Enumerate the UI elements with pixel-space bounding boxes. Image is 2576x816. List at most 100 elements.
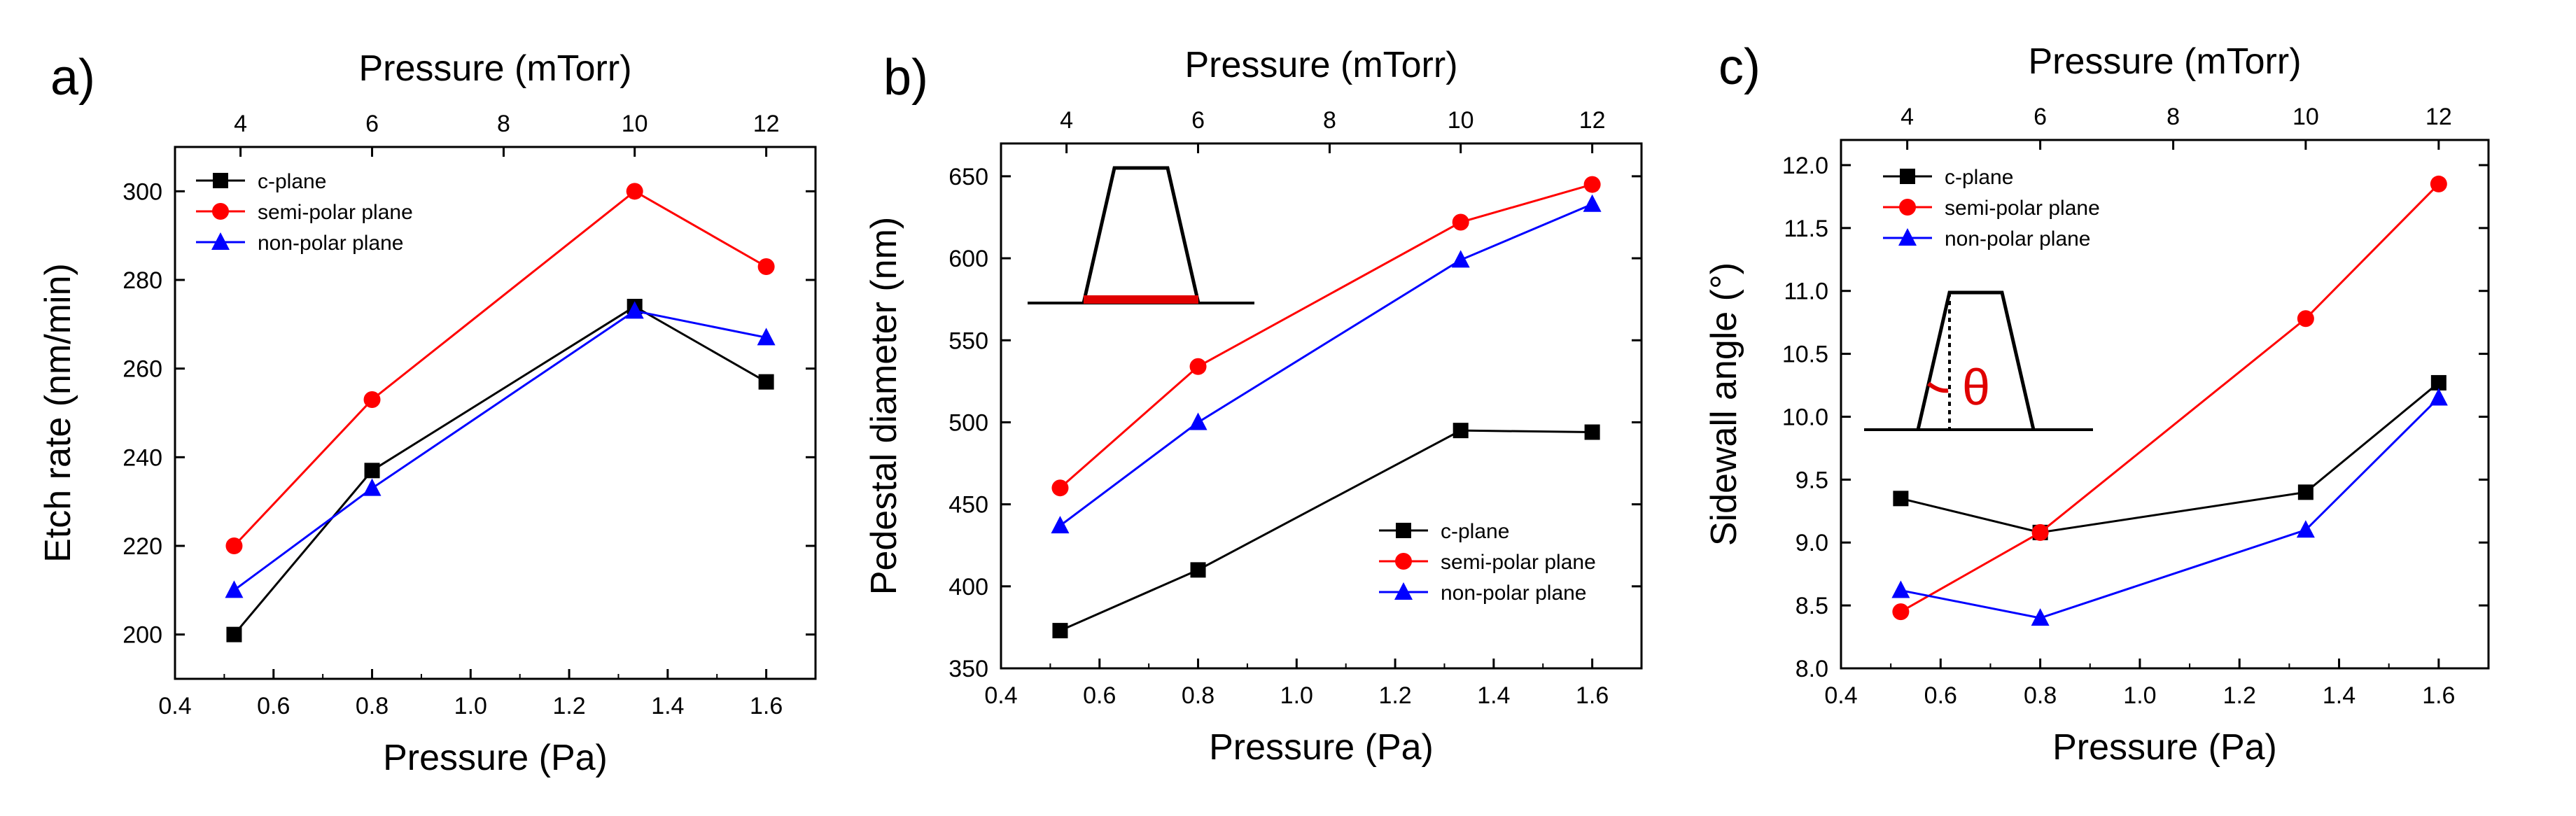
data-point-triangle [1051, 516, 1070, 534]
series-line-circle [1900, 183, 2440, 613]
legend: c-plane semi-polar plane non-polar plane [1379, 520, 1596, 605]
y-tick-label: 200 [122, 622, 162, 649]
y-axis-title: Pedestal diameter (nm) [864, 217, 904, 595]
y-tick-label: 240 [122, 444, 162, 471]
x-tick-label: 0.6 [257, 693, 290, 719]
x-axis-title: Pressure (Pa) [2052, 727, 2277, 768]
data-point-triangle [2429, 388, 2448, 406]
chart-panel-1: a) 0.4 0.6 0.8 1.0 1.2 1.4 1.6 200 220 240 260 280 30… [38, 48, 817, 778]
x-tick-label: 1.4 [1477, 682, 1510, 709]
plot-frame [1000, 142, 1643, 670]
y-tick-label: 300 [122, 178, 162, 205]
data-point-triangle [625, 301, 644, 319]
angle-arc [1927, 381, 1949, 393]
series-line-triangle [1059, 203, 1593, 527]
legend: c-plane semi-polar plane non-polar plane [196, 170, 413, 255]
top-axis-title: Pressure (mTorr) [2028, 41, 2301, 82]
series-line-square [233, 305, 767, 635]
y-tick-label: 220 [122, 533, 162, 560]
data-point-circle [1583, 176, 1601, 193]
top-tick-label: 6 [1191, 107, 1205, 134]
data-point-square [1452, 423, 1469, 439]
y-tick-label: 9.5 [1795, 467, 1828, 493]
legend-marker [1394, 582, 1413, 600]
data-point-triangle [1451, 250, 1470, 268]
panel-letter: b) [883, 50, 928, 106]
x-tick-label: 1.0 [454, 693, 487, 719]
top-tick-label: 10 [1448, 107, 1474, 134]
legend-label: non-polar plane [258, 232, 404, 255]
legend-marker [213, 173, 228, 188]
theta-symbol: θ [1962, 360, 1990, 416]
top-tick-label: 12 [1579, 107, 1606, 134]
series-line-square [1059, 429, 1592, 632]
data-point-triangle [2296, 520, 2315, 538]
x-tick-label: 1.4 [2323, 682, 2356, 709]
top-tick-label: 6 [365, 111, 379, 137]
legend-label: non-polar plane [1441, 582, 1587, 605]
top-tick-label: 12 [2426, 104, 2452, 130]
x-tick-label: 0.8 [2024, 682, 2057, 709]
x-tick-label: 0.4 [1824, 682, 1857, 709]
data-point-square [2297, 484, 2314, 500]
x-tick-label: 1.0 [2123, 682, 2156, 709]
top-tick-label: 6 [2033, 104, 2047, 130]
y-tick-label: 11.5 [1784, 216, 1828, 242]
x-tick-label: 0.4 [158, 693, 191, 719]
y-tick-label: 500 [948, 409, 988, 436]
x-tick-label: 1.2 [1378, 682, 1411, 709]
y-tick-label: 260 [122, 356, 162, 383]
legend-label: c-plane [1441, 520, 1509, 543]
data-point-square [1052, 623, 1068, 639]
data-point-circle [363, 391, 381, 408]
data-point-triangle [1891, 580, 1910, 598]
series-line-triangle [233, 309, 766, 591]
y-tick-label: 9.0 [1795, 530, 1828, 556]
y-tick-label: 10.5 [1782, 342, 1828, 368]
legend-marker [1899, 199, 1916, 216]
sidewall-inset: θ [1864, 290, 2093, 431]
top-tick-label: 4 [234, 111, 247, 137]
x-tick-label: 1.6 [750, 693, 783, 719]
x-tick-label: 1.6 [1576, 682, 1609, 709]
data-point-triangle [757, 328, 776, 346]
y-tick-label: 550 [948, 328, 988, 354]
data-point-square [758, 374, 774, 390]
pedestal-outline [1916, 290, 2036, 430]
series-line-square [1900, 381, 2440, 534]
data-point-square [2430, 374, 2446, 391]
y-tick-label: 11.0 [1784, 279, 1828, 305]
y-axis-title: Sidewall angle (°) [1704, 262, 1744, 546]
data-point-triangle [363, 478, 382, 496]
y-tick-label: 280 [122, 267, 162, 294]
legend-label: semi-polar plane [258, 201, 413, 224]
top-tick-label: 12 [753, 111, 780, 137]
y-tick-label: 8.0 [1795, 656, 1828, 682]
x-tick-label: 1.2 [2223, 682, 2256, 709]
data-point-square [1584, 424, 1600, 440]
data-point-triangle [225, 580, 244, 598]
chart-panel-2: b) 0.4 0.6 0.8 1.0 1.2 1.4 1.6 350 400 450 500 550 60… [864, 45, 1643, 768]
data-point-circle [626, 183, 643, 200]
data-point-circle [757, 258, 775, 275]
data-point-circle [1189, 358, 1207, 375]
top-tick-label: 8 [497, 111, 510, 137]
top-axis-title: Pressure (mTorr) [1184, 45, 1457, 85]
data-point-circle [225, 537, 243, 554]
x-axis-title: Pressure (Pa) [1209, 727, 1434, 768]
top-tick-label: 10 [622, 111, 648, 137]
legend-marker [211, 232, 230, 250]
data-point-square [1190, 562, 1206, 578]
x-tick-label: 0.8 [1182, 682, 1214, 709]
data-point-triangle [1583, 194, 1602, 212]
legend: c-plane semi-polar plane non-polar plane [1883, 166, 2100, 251]
legend-marker [1396, 523, 1411, 538]
x-tick-label: 1.0 [1280, 682, 1313, 709]
series-line-circle [1059, 183, 1593, 489]
y-tick-label: 8.5 [1795, 593, 1828, 619]
x-tick-label: 0.6 [1083, 682, 1116, 709]
series-line-triangle [1900, 397, 2440, 619]
panel-letter: c) [1718, 39, 1760, 95]
data-point-square [364, 463, 380, 479]
